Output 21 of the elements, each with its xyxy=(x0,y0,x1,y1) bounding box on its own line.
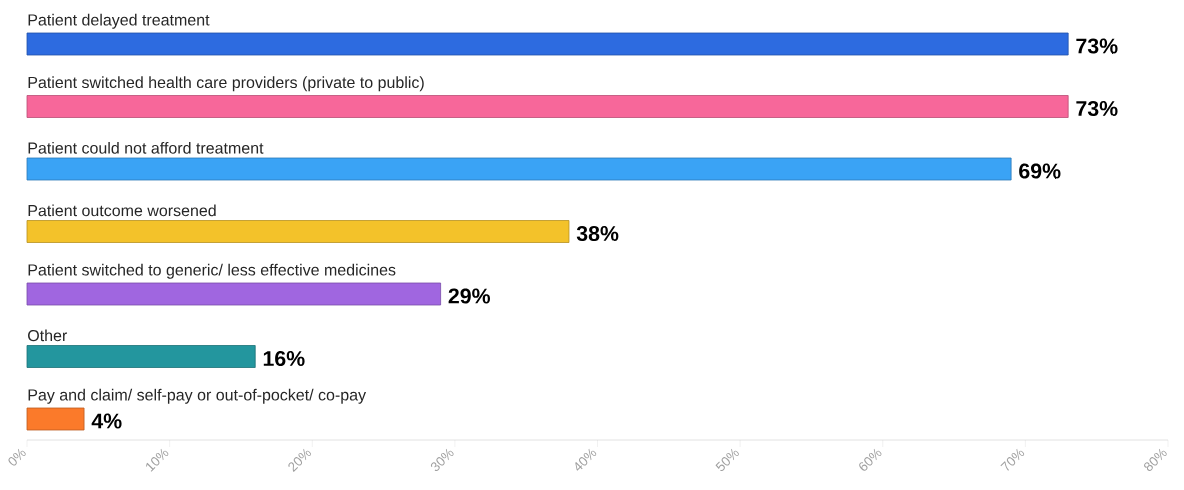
y-tick-label: Patient delayed treatment xyxy=(28,13,210,29)
data-label: 69% xyxy=(1019,163,1061,179)
x-tick-label: 50% xyxy=(715,448,739,472)
x-tick-label: 40% xyxy=(575,448,597,471)
x-tick-label: 0% xyxy=(8,448,26,466)
x-tick-label: 80% xyxy=(1144,448,1167,472)
y-tick-label: Patient switched to generic/ less effective medicines xyxy=(28,263,396,279)
x-tick-label: 30% xyxy=(430,448,454,472)
data-label: 73% xyxy=(1076,38,1118,54)
x-tick-label: 60% xyxy=(859,448,882,471)
data-label: 29% xyxy=(448,288,491,304)
data-label: 16% xyxy=(263,350,305,367)
y-tick-label: Other xyxy=(28,329,68,342)
y-tick-label: Patient switched health care providers (private to public) xyxy=(28,76,424,92)
y-tick-label: Patient outcome worsened xyxy=(28,204,216,217)
data-label: 73% xyxy=(1076,100,1118,117)
data-label: 38% xyxy=(576,225,619,242)
y-tick-label: Pay and claim/ self-pay or out-of-pocket/ co-pay xyxy=(28,388,367,404)
data-label: 4% xyxy=(91,413,122,429)
x-tick-label: 70% xyxy=(1000,448,1025,471)
y-tick-label: Patient could not afford treatment xyxy=(28,142,264,154)
